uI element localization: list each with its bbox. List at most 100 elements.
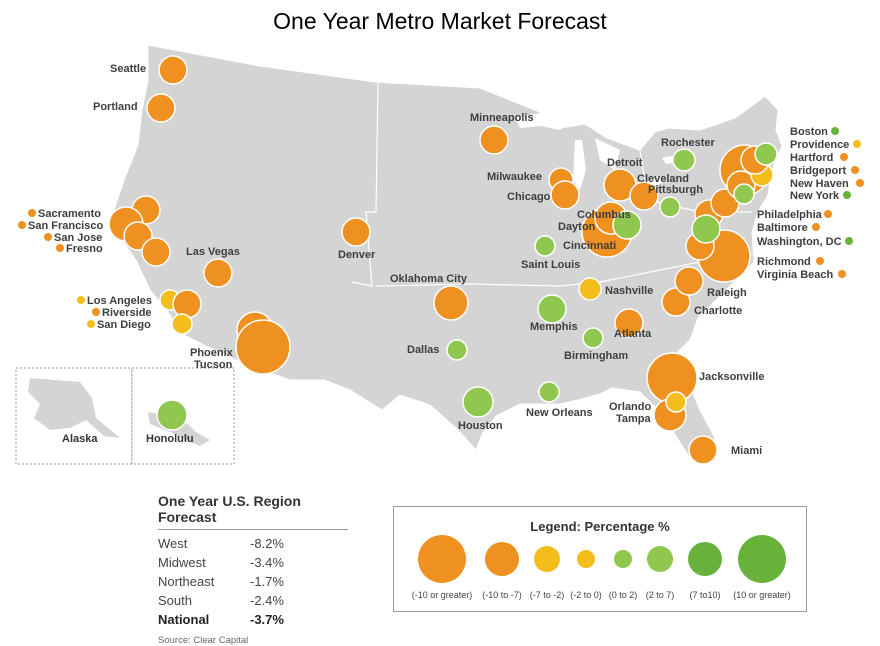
label-charlotte: Charlotte (694, 305, 742, 317)
label-san-diego: San Diego (97, 319, 151, 331)
bubble-nashville[interactable] (578, 277, 602, 301)
bubble-dallas[interactable] (446, 339, 468, 361)
region-row-national: National -3.7% (158, 610, 348, 629)
lake-superior (515, 112, 570, 130)
label-orlando: Orlando (609, 401, 651, 413)
region-value: -2.4% (250, 593, 284, 608)
label-markers (18, 127, 864, 328)
bubble-fresno[interactable] (141, 237, 171, 267)
label-memphis: Memphis (530, 321, 578, 333)
label-detroit: Detroit (607, 157, 643, 169)
bubble-seattle[interactable] (158, 55, 188, 85)
label-new-orleans: New Orleans (526, 407, 593, 419)
bubble-denver[interactable] (341, 217, 371, 247)
label-boston: Boston (790, 126, 828, 138)
bubble-atlanta[interactable] (614, 308, 644, 338)
label-milwaukee: Milwaukee (487, 171, 542, 183)
bubble-raleigh[interactable] (674, 266, 704, 296)
bubble-las-vegas[interactable] (203, 258, 233, 288)
legend-swatch-8 (738, 535, 786, 583)
bubble-boston[interactable] (754, 142, 778, 166)
source-note: Source: Clear Capital (158, 635, 249, 646)
alaska-shape (28, 378, 120, 438)
legend-label-3: (-7 to -2) (530, 590, 565, 600)
label-los-angeles: Los Angeles (87, 295, 152, 307)
bubble-minneapolis[interactable] (479, 125, 509, 155)
label-birmingham: Birmingham (564, 350, 628, 362)
label-san-francisco: San Francisco (28, 220, 103, 232)
bubble-portland[interactable] (146, 93, 176, 123)
legend-label-7: (7 to10) (689, 590, 720, 600)
label-nashville: Nashville (605, 285, 653, 297)
region-value: -3.4% (250, 555, 284, 570)
label-cleveland: Cleveland (637, 173, 689, 185)
city-labels: Seattle Portland Sacramento San Francisc… (28, 63, 849, 457)
region-forecast-title: One Year U.S. Region Forecast (158, 493, 348, 530)
label-new-york: New York (790, 190, 840, 202)
legend-label-4: (-2 to 0) (570, 590, 602, 600)
bubble-san-diego[interactable] (171, 313, 193, 335)
metro-bubbles (108, 55, 778, 465)
label-oklahoma-city: Oklahoma City (390, 273, 468, 285)
label-bridgeport: Bridgeport (790, 165, 847, 177)
label-minneapolis: Minneapolis (470, 112, 534, 124)
hawaii-label: Honolulu (146, 433, 194, 445)
bubble-memphis[interactable] (537, 294, 567, 324)
label-sacramento: Sacramento (38, 208, 101, 220)
label-pittsburgh: Pittsburgh (648, 184, 703, 196)
region-name: Northeast (158, 574, 215, 589)
legend-swatch-6 (647, 546, 673, 572)
legend-swatch-1 (418, 535, 466, 583)
bubble-oklahoma-city[interactable] (433, 285, 469, 321)
legend-label-5: (0 to 2) (609, 590, 638, 600)
label-atlanta: Atlanta (614, 328, 652, 340)
bubble-washington-dc[interactable] (691, 214, 721, 244)
bubble-rochester[interactable] (672, 148, 696, 172)
region-name: South (158, 593, 192, 608)
region-value: -1.7% (250, 574, 284, 589)
label-washington-dc: Washington, DC (757, 236, 842, 248)
legend-swatch-2 (485, 542, 519, 576)
label-seattle: Seattle (110, 63, 146, 75)
bubble-cleveland[interactable] (629, 181, 659, 211)
label-raleigh: Raleigh (707, 287, 747, 299)
alaska-label: Alaska (62, 433, 98, 445)
label-riverside: Riverside (102, 307, 152, 319)
bubble-miami[interactable] (688, 435, 718, 465)
bubble-pittsburgh[interactable] (659, 196, 681, 218)
bubble-columbus[interactable] (612, 210, 642, 240)
bubble-houston[interactable] (462, 386, 494, 418)
legend-label-6: (2 to 7) (646, 590, 675, 600)
bubble-new-york[interactable] (733, 183, 755, 205)
region-name: West (158, 536, 188, 551)
bubble-new-orleans[interactable] (538, 381, 560, 403)
region-row-west: West -8.2% (158, 534, 348, 553)
label-fresno: Fresno (66, 243, 103, 255)
bubble-riverside[interactable] (172, 289, 202, 319)
label-denver: Denver (338, 249, 376, 261)
legend-label-2: (-10 to -7) (482, 590, 522, 600)
region-boundary-west (351, 81, 379, 287)
label-richmond: Richmond (757, 256, 811, 268)
bubble-birmingham[interactable] (582, 327, 604, 349)
label-new-haven: New Haven (790, 178, 849, 190)
region-row-northeast: Northeast -1.7% (158, 572, 348, 591)
region-forecast-table: One Year U.S. Region Forecast West -8.2%… (158, 493, 348, 646)
legend-swatches: (-10 or greater) (-10 to -7) (-7 to -2) … (412, 535, 791, 600)
label-chicago: Chicago (507, 191, 551, 203)
bubble-honolulu[interactable] (156, 399, 188, 431)
legend-swatch-3 (534, 546, 560, 572)
bubble-saint-louis[interactable] (534, 235, 556, 257)
bubble-chicago[interactable] (550, 180, 580, 210)
bubble-charlotte[interactable] (661, 287, 691, 317)
label-tampa: Tampa (616, 413, 652, 425)
label-dallas: Dallas (407, 344, 439, 356)
region-name: Midwest (158, 555, 206, 570)
bubble-orlando[interactable] (665, 391, 687, 413)
label-san-jose: San Jose (54, 232, 102, 244)
label-rochester: Rochester (661, 137, 716, 149)
lake-huron (595, 138, 620, 170)
bubble-tucson[interactable] (235, 319, 291, 375)
label-philadelphia: Philadelphia (757, 209, 823, 221)
legend-title: Legend: Percentage % (530, 519, 670, 534)
